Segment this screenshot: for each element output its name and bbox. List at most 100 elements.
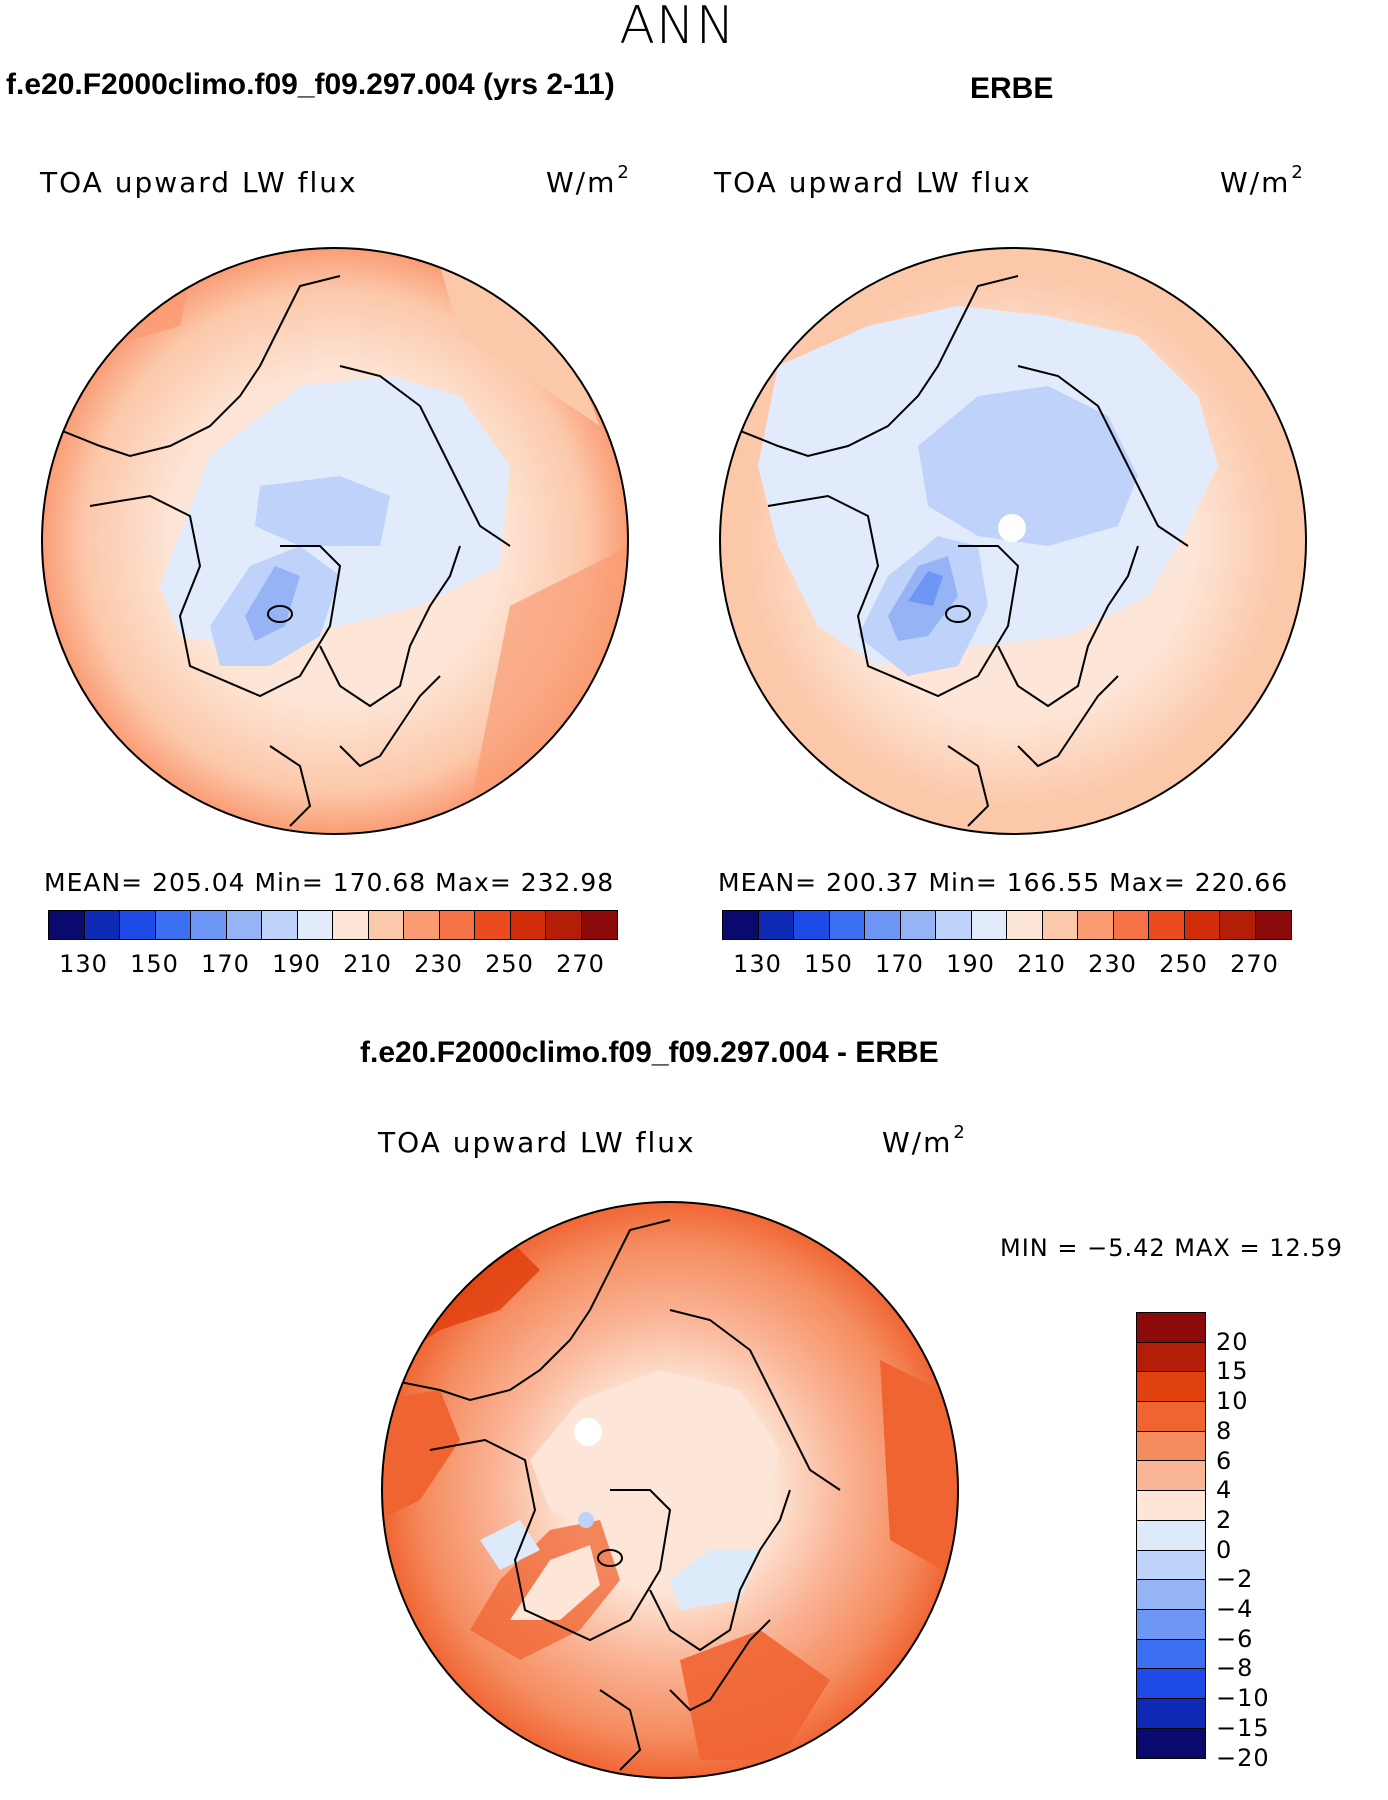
colorbar-swatch <box>936 911 972 939</box>
map-boundary <box>381 1201 959 1779</box>
colorbar-tick-label: 0 <box>1216 1535 1233 1564</box>
colorbar-tick-label: 250 <box>485 950 534 978</box>
model-units-label: W/m2 <box>546 162 631 199</box>
colorbar-swatch <box>546 911 582 939</box>
colorbar-swatch <box>900 911 936 939</box>
warm-patch <box>440 266 600 426</box>
map-boundary <box>41 247 629 835</box>
coastline <box>767 494 1020 698</box>
colorbar-swatch <box>155 911 191 939</box>
warm-patch <box>880 1360 958 1580</box>
colorbar-tick-label: 130 <box>59 950 108 978</box>
colorbar-swatch <box>439 911 475 939</box>
colorbar-swatch <box>1137 1698 1205 1729</box>
colorbar-tick-label: 230 <box>1088 950 1137 978</box>
colorbar-swatch <box>1137 1342 1205 1373</box>
colorbar-swatch <box>191 911 227 939</box>
coastline <box>89 494 342 698</box>
colorbar-tick-label: 150 <box>130 950 179 978</box>
negative-patch <box>670 1550 760 1610</box>
colorbar-swatch <box>758 911 794 939</box>
warm-patch <box>382 1390 460 1520</box>
colorbar-swatch <box>1078 911 1114 939</box>
island-outline <box>267 605 293 623</box>
colorbar-swatch <box>1137 1669 1205 1699</box>
colorbar-tick-label: 2 <box>1216 1505 1233 1534</box>
colorbar-swatch <box>1137 1313 1205 1343</box>
greenland-core <box>908 571 943 606</box>
colorbar-tick-label: 130 <box>733 950 782 978</box>
colorbar-tick-label: −2 <box>1216 1565 1254 1594</box>
coastline <box>339 675 441 768</box>
colorbar-tick-label: 170 <box>201 950 250 978</box>
colorbar-swatch <box>333 911 369 939</box>
colorbar-swatch <box>475 911 511 939</box>
diff-polar-map <box>381 1201 959 1779</box>
coastline <box>319 545 461 708</box>
coastline <box>997 545 1139 708</box>
coastline <box>1017 365 1189 547</box>
diff-variable-label: TOA upward LW flux <box>378 1126 696 1159</box>
warm-patch <box>680 1630 830 1760</box>
diff-minmax: MIN = −5.42 MAX = 12.59 <box>1000 1234 1343 1262</box>
colorbar-swatch <box>1137 1402 1205 1432</box>
obs-case-title: ERBE <box>970 72 1054 105</box>
colorbar-swatch <box>49 911 85 939</box>
cool-core <box>918 386 1138 546</box>
island-outline <box>945 605 971 623</box>
coastlines <box>727 275 1189 827</box>
colorbar-tick-label: 6 <box>1216 1446 1233 1475</box>
coastline <box>1017 675 1119 768</box>
colorbar-swatch <box>971 911 1007 939</box>
colorbar-swatch <box>865 911 901 939</box>
island-outline <box>597 1549 623 1567</box>
coastline <box>49 275 341 458</box>
colorbar-swatch <box>297 911 333 939</box>
colorbar-tick-label: 150 <box>804 950 853 978</box>
colorbar-tick-label: 8 <box>1216 1416 1233 1445</box>
page-title: ANN <box>619 0 736 56</box>
colorbar-swatch <box>794 911 830 939</box>
diff-colorbar <box>1136 1312 1206 1760</box>
colorbar-tick-label: −20 <box>1216 1743 1270 1772</box>
colorbar-tick-label: −8 <box>1216 1654 1254 1683</box>
colorbar-tick-label: 15 <box>1216 1357 1249 1386</box>
colorbar-swatch <box>1220 911 1256 939</box>
colorbar-swatch <box>262 911 298 939</box>
coastline <box>429 1438 672 1642</box>
colorbar-swatch <box>510 911 546 939</box>
colorbar-swatch <box>1113 911 1149 939</box>
colorbar-swatch <box>404 911 440 939</box>
diff-case-title: f.e20.F2000climo.f09_f09.297.004 - ERBE <box>360 1036 939 1069</box>
colorbar-swatch <box>226 911 262 939</box>
obs-colorbar <box>722 910 1292 940</box>
coastline <box>947 745 990 827</box>
cool-core <box>255 476 390 546</box>
model-variable-label: TOA upward LW flux <box>40 166 358 199</box>
colorbar-swatch <box>829 911 865 939</box>
colorbar-swatch <box>1007 911 1043 939</box>
colorbar-swatch <box>1137 1491 1205 1521</box>
colorbar-swatch <box>1255 911 1291 939</box>
colorbar-tick-label: 270 <box>556 950 605 978</box>
near-zero-region <box>530 1370 780 1540</box>
colorbar-swatch <box>84 911 120 939</box>
obs-polar-map <box>719 247 1307 835</box>
colorbar-tick-label: 270 <box>1230 950 1279 978</box>
colorbar-tick-label: −6 <box>1216 1624 1254 1653</box>
colorbar-tick-label: 20 <box>1216 1327 1249 1356</box>
diff-units-label: W/m2 <box>882 1122 967 1159</box>
colorbar-swatch <box>581 911 617 939</box>
colorbar-swatch <box>1042 911 1078 939</box>
coastline <box>599 1689 642 1771</box>
colorbar-tick-label: 210 <box>343 950 392 978</box>
colorbar-swatch <box>1137 1550 1205 1581</box>
colorbar-tick-label: 230 <box>414 950 463 978</box>
colorbar-swatch <box>1137 1431 1205 1462</box>
colorbar-swatch <box>1137 1520 1205 1551</box>
colorbar-swatch <box>368 911 404 939</box>
model-case-title: f.e20.F2000climo.f09_f09.297.004 (yrs 2-… <box>6 68 615 101</box>
colorbar-swatch <box>1137 1580 1205 1610</box>
coastlines <box>389 1219 841 1771</box>
colorbar-swatch <box>1184 911 1220 939</box>
